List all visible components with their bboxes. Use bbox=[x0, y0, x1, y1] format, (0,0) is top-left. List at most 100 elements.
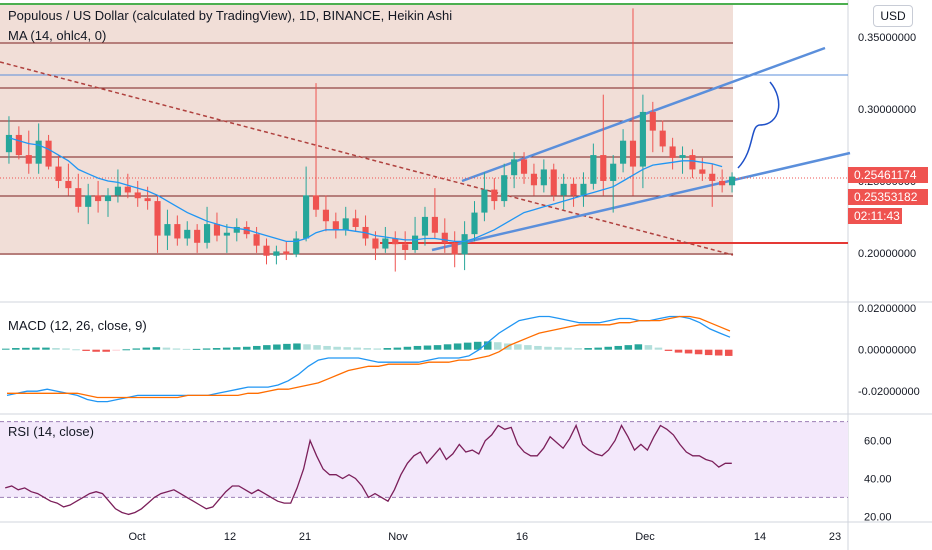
macd-histogram-bar bbox=[132, 348, 141, 350]
candle-body bbox=[164, 224, 171, 236]
candle-body bbox=[511, 159, 518, 176]
macd-histogram-bar bbox=[122, 349, 131, 351]
macd-histogram-bar bbox=[82, 349, 90, 351]
candle-body bbox=[580, 183, 587, 196]
channel-lower-line bbox=[431, 151, 851, 252]
rsi-tick-label: 20.00 bbox=[864, 511, 892, 523]
time-axis-label: Nov bbox=[388, 531, 408, 543]
macd-histogram-bar bbox=[303, 344, 311, 350]
candle-body bbox=[303, 195, 310, 239]
candle-body bbox=[461, 234, 468, 255]
candle-body bbox=[481, 189, 488, 213]
candle-body bbox=[312, 195, 320, 210]
time-axis-label: 23 bbox=[829, 531, 841, 543]
macd-histogram-bar bbox=[413, 345, 422, 350]
macd-histogram-bar bbox=[323, 345, 331, 350]
macd-histogram-bar bbox=[393, 347, 402, 350]
macd-histogram-bar bbox=[373, 348, 382, 350]
candle-body bbox=[649, 111, 656, 131]
macd-histogram-bar bbox=[313, 345, 321, 350]
candle-body bbox=[45, 140, 52, 167]
candle-body bbox=[719, 180, 726, 186]
candle-body bbox=[85, 195, 92, 207]
macd-histogram-bar bbox=[664, 349, 673, 351]
macd-histogram-bar bbox=[343, 347, 351, 350]
candle-body bbox=[659, 130, 666, 147]
macd-histogram-bar bbox=[293, 343, 301, 350]
macd-histogram-bar bbox=[242, 346, 251, 350]
time-axis-label: Oct bbox=[128, 531, 145, 543]
macd-histogram-bar bbox=[674, 349, 683, 353]
candle-body bbox=[263, 245, 270, 256]
candle-body bbox=[590, 155, 597, 184]
candle-body bbox=[639, 111, 646, 167]
macd-histogram-bar bbox=[12, 348, 20, 350]
candle-body bbox=[144, 198, 151, 202]
candle-body bbox=[620, 140, 627, 164]
macd-histogram-bar bbox=[574, 348, 582, 350]
candle-body bbox=[25, 155, 32, 164]
candle-body bbox=[689, 155, 696, 170]
candle-body bbox=[154, 201, 161, 236]
macd-histogram-bar bbox=[564, 347, 572, 350]
candle-body bbox=[174, 224, 181, 239]
ma-line bbox=[8, 137, 723, 243]
last-price-label: 0.25461174 bbox=[848, 167, 928, 183]
candle-body bbox=[382, 238, 389, 249]
macd-histogram-bar bbox=[584, 348, 592, 350]
candle-body bbox=[501, 175, 508, 202]
candle-body bbox=[679, 155, 686, 158]
macd-histogram-bar bbox=[232, 347, 241, 350]
chart-title: Populous / US Dollar (calculated by Trad… bbox=[8, 8, 453, 23]
macd-histogram-bar bbox=[2, 348, 10, 350]
candle-body bbox=[699, 169, 706, 174]
macd-histogram-bar bbox=[724, 349, 733, 356]
macd-histogram-bar bbox=[443, 344, 452, 350]
macd-histogram-bar bbox=[453, 343, 462, 350]
macd-histogram-bar bbox=[544, 346, 552, 350]
rsi-line bbox=[5, 423, 732, 516]
macd-histogram-bar bbox=[534, 345, 542, 350]
candle-body bbox=[550, 169, 557, 196]
macd-histogram-bar bbox=[52, 348, 60, 350]
candle-body bbox=[283, 251, 290, 255]
candle-body bbox=[372, 238, 379, 249]
price-tick-label: 0.20000000 bbox=[858, 248, 916, 260]
macd-histogram-bar bbox=[463, 342, 472, 350]
candle-body bbox=[728, 176, 736, 186]
ma-value-label: 0.25353182 bbox=[848, 189, 928, 205]
time-axis-label: 14 bbox=[754, 531, 766, 543]
macd-histogram-bar bbox=[654, 347, 663, 350]
macd-histogram-bar bbox=[483, 341, 492, 350]
candle-body bbox=[273, 251, 280, 256]
macd-histogram-bar bbox=[22, 347, 30, 350]
time-axis-label: 12 bbox=[224, 531, 236, 543]
macd-histogram-bar bbox=[423, 345, 432, 350]
countdown-label: 02:11:43 bbox=[848, 208, 902, 224]
macd-histogram-bar bbox=[594, 347, 602, 350]
time-axis-label: 21 bbox=[299, 531, 311, 543]
candle-body bbox=[203, 224, 211, 243]
candle-body bbox=[134, 192, 141, 199]
macd-histogram-bar bbox=[182, 348, 191, 350]
macd-histogram-bar bbox=[212, 348, 221, 350]
candle-body bbox=[520, 159, 528, 174]
macd-histogram-bar bbox=[704, 349, 713, 356]
price-tick-label: 0.35000000 bbox=[858, 32, 916, 44]
candle-body bbox=[322, 209, 329, 222]
rsi-legend: RSI (14, close) bbox=[8, 424, 94, 439]
descending-trend-line bbox=[0, 61, 734, 256]
macd-histogram-bar bbox=[604, 346, 612, 350]
macd-histogram-bar bbox=[162, 347, 171, 350]
candle-body bbox=[402, 244, 409, 250]
candle-body bbox=[35, 140, 42, 164]
currency-button[interactable]: USD bbox=[873, 5, 913, 27]
candle-body bbox=[124, 186, 131, 193]
candle-body bbox=[243, 226, 250, 235]
signal-line bbox=[7, 315, 731, 399]
candle-body bbox=[55, 166, 62, 181]
macd-histogram-bar bbox=[72, 349, 80, 351]
macd-histogram-bar bbox=[694, 349, 703, 355]
macd-histogram-bar bbox=[202, 348, 211, 350]
